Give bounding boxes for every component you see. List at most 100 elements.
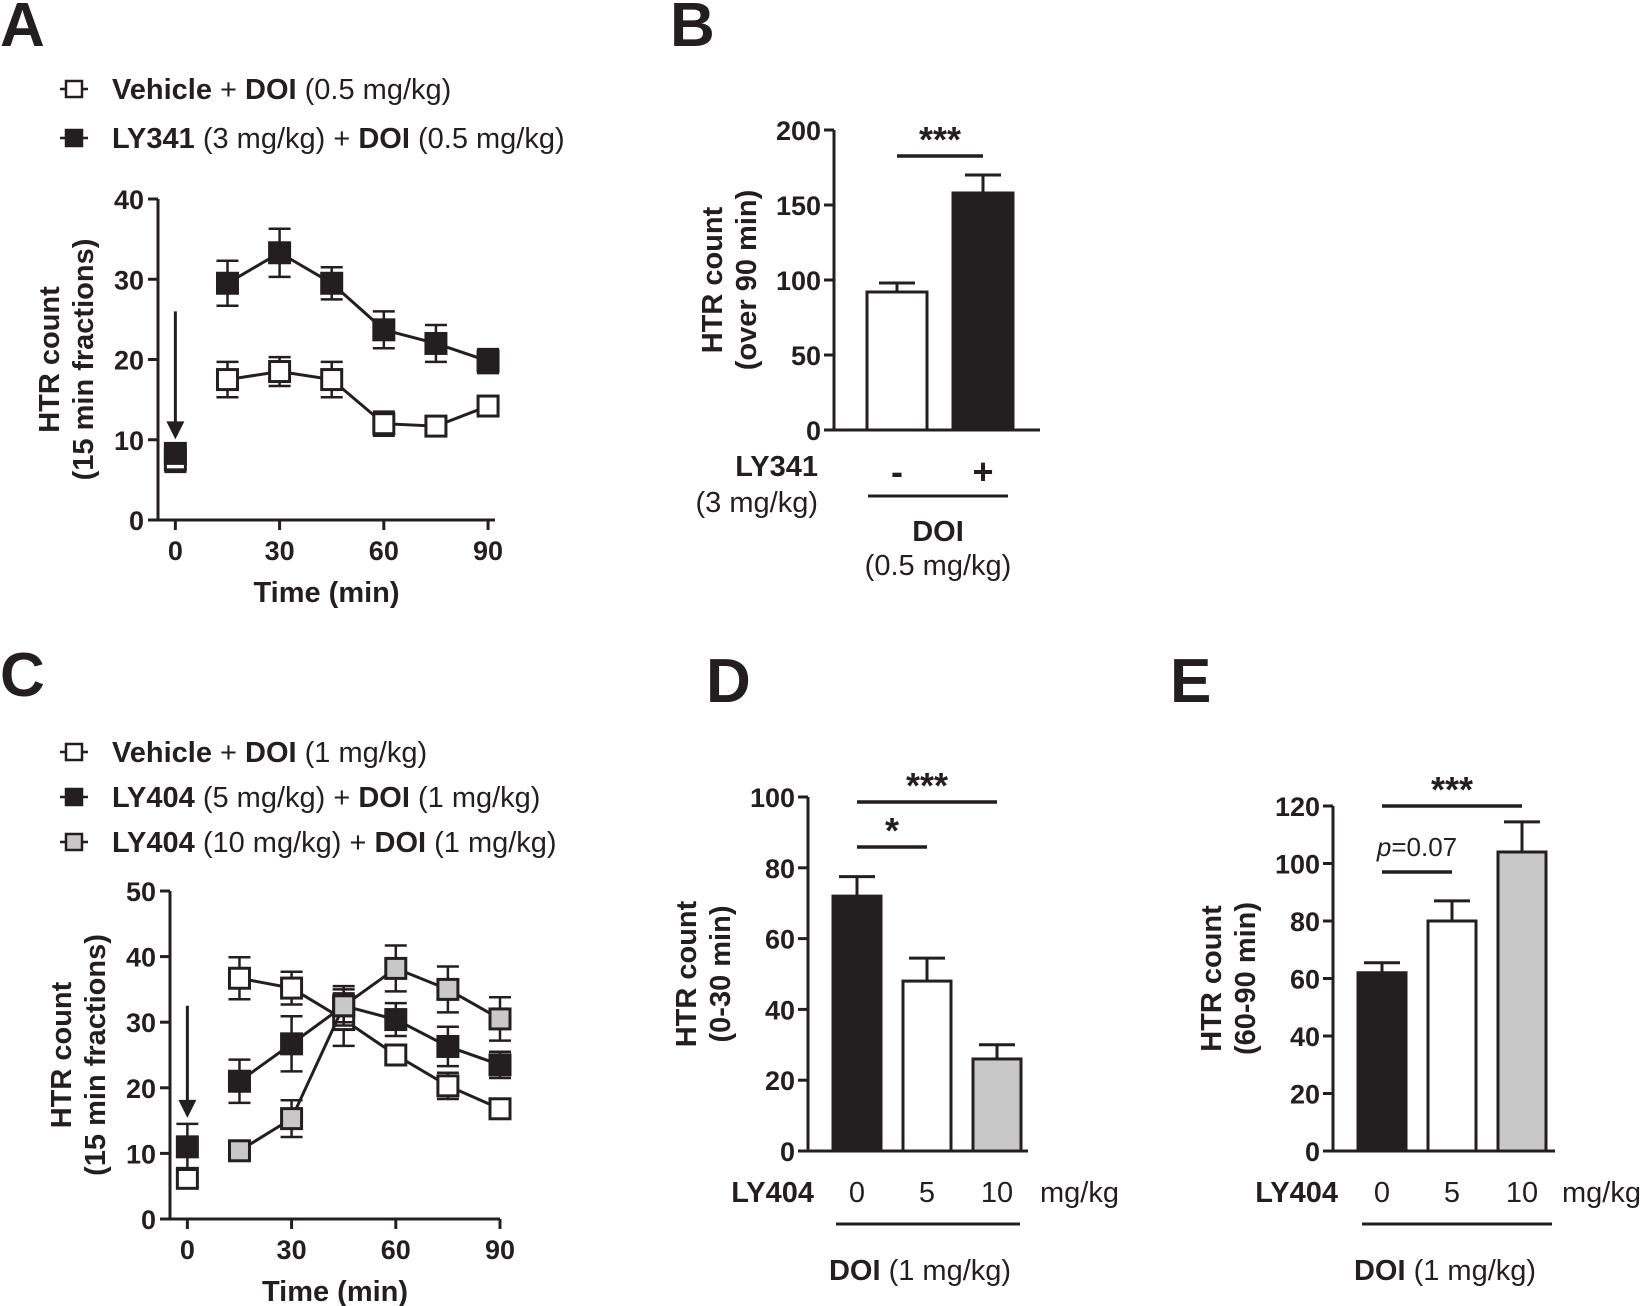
row-label-dose: (3 mg/kg) bbox=[696, 487, 818, 519]
bar-group: 10 bbox=[1496, 820, 1548, 1209]
group-label: DOI bbox=[912, 516, 964, 548]
axes: 0 10 20 30 40 0 30 60 90 Time (min) HTR count (15 m… bbox=[34, 185, 503, 609]
panel-letter-e: E bbox=[1170, 647, 1211, 716]
bar bbox=[951, 191, 1015, 432]
y-tick-label: 10 bbox=[126, 1139, 156, 1169]
unit-label: mg/kg bbox=[1040, 1177, 1119, 1209]
y-axis-label-line: (15 min fractions) bbox=[80, 934, 112, 1176]
group-label-run: DOI bbox=[829, 1255, 881, 1287]
legend-item-ly341: LY341 (3 mg/kg) + DOI (0.5 mg/kg) bbox=[60, 123, 565, 155]
legend-square-icon bbox=[64, 128, 84, 148]
down-arrow-icon bbox=[166, 311, 185, 440]
legend-label-ly404_10-run: (1 mg/kg) bbox=[426, 827, 557, 859]
x-category-label: 5 bbox=[919, 1177, 935, 1209]
y-tick-label: 0 bbox=[129, 506, 144, 536]
data-point bbox=[436, 977, 460, 1001]
significance-marker: *** bbox=[897, 119, 983, 160]
axes: 0 20 40 60 80 100 120 HTR count (60-90 min) bbox=[1196, 792, 1555, 1167]
group-label-run: DOI bbox=[1354, 1255, 1406, 1287]
y-tick-label: 50 bbox=[126, 877, 156, 907]
data-point bbox=[175, 1135, 199, 1159]
panel-c: Vehicle + DOI (1 mg/kg) LY404 (5 mg/kg) +… bbox=[46, 737, 557, 1306]
significance-marker: *** bbox=[1382, 769, 1522, 810]
data-point bbox=[175, 1166, 199, 1190]
legend-label-ly341-run: LY341 bbox=[112, 123, 195, 155]
y-axis-label-line: HTR count bbox=[697, 206, 729, 353]
axes: 0 20 40 60 80 100 HTR count (0-30 min) bbox=[671, 783, 1028, 1167]
series-ly404_10 bbox=[227, 944, 512, 1163]
down-arrow-icon bbox=[178, 1005, 197, 1118]
data-point bbox=[384, 1008, 408, 1032]
legend-label-vehicle-run: DOI bbox=[245, 74, 297, 106]
significance-label: *** bbox=[1431, 769, 1473, 810]
y-tick-label: 30 bbox=[126, 1008, 156, 1038]
legend-label-ly341: LY341 (3 mg/kg) + DOI (0.5 mg/kg) bbox=[112, 123, 565, 155]
x-axis-label: Time (min) bbox=[253, 577, 399, 609]
x-tick-label: 0 bbox=[168, 536, 183, 566]
y-axis-label: HTR count (over 90 min) bbox=[697, 190, 763, 371]
legend-label-vehicle-run: Vehicle bbox=[112, 74, 212, 106]
data-point bbox=[215, 271, 239, 295]
legend-label-ly341-run: DOI bbox=[358, 123, 410, 155]
data-point bbox=[372, 318, 396, 342]
y-tick-label: 20 bbox=[114, 346, 144, 376]
group-label-run: (1 mg/kg) bbox=[1406, 1255, 1537, 1287]
significance-label: p=0.07 bbox=[1376, 832, 1457, 862]
y-tick-label: 50 bbox=[791, 341, 821, 371]
group-label: DOI (1 mg/kg) bbox=[1354, 1255, 1536, 1287]
data-point bbox=[384, 1043, 408, 1067]
data-point bbox=[320, 368, 344, 392]
data-point bbox=[227, 966, 251, 990]
legend-label-ly404_10-run: LY404 bbox=[112, 827, 195, 859]
bar-group: 10 bbox=[971, 1043, 1023, 1209]
significance-label: *** bbox=[919, 119, 961, 160]
data-point bbox=[332, 994, 356, 1018]
x-category-label: + bbox=[972, 451, 993, 492]
series-ly404_5 bbox=[175, 988, 512, 1172]
legend-label-ly341-run: (0.5 mg/kg) bbox=[410, 123, 565, 155]
y-tick-label: 100 bbox=[776, 266, 821, 296]
y-tick-label: 40 bbox=[765, 995, 795, 1025]
y-tick-label: 120 bbox=[1275, 792, 1320, 822]
legend-square-icon bbox=[64, 832, 84, 852]
y-tick-label: 20 bbox=[126, 1074, 156, 1104]
significance-label-run: p bbox=[1376, 832, 1391, 862]
legend-square-icon bbox=[64, 787, 84, 807]
significance-marker: *** bbox=[857, 765, 997, 806]
legend-label-ly404_10-run: DOI bbox=[375, 827, 427, 859]
legend-label-ly404_10-run: (10 mg/kg) + bbox=[195, 827, 375, 859]
x-category-label: - bbox=[891, 451, 903, 492]
y-tick-label: 150 bbox=[776, 191, 821, 221]
legend-item-vehicle: Vehicle + DOI (1 mg/kg) bbox=[60, 737, 427, 769]
x-tick-label: 90 bbox=[473, 536, 503, 566]
y-tick-label: 80 bbox=[1290, 907, 1320, 937]
data-point bbox=[280, 976, 304, 1000]
group-label-dose: (0.5 mg/kg) bbox=[865, 550, 1012, 582]
series-vehicle bbox=[175, 956, 512, 1190]
y-tick-label: 30 bbox=[114, 265, 144, 295]
x-category-label: 10 bbox=[981, 1177, 1013, 1209]
y-tick-label: 20 bbox=[765, 1066, 795, 1096]
data-point bbox=[488, 1097, 512, 1121]
y-tick-label: 200 bbox=[776, 116, 821, 146]
y-tick-label: 60 bbox=[765, 925, 795, 955]
bar-group: 0 bbox=[831, 875, 883, 1209]
data-point bbox=[424, 331, 448, 355]
axes: 0 10 20 30 40 50 0 30 60 90 Time (min) HTR count (15… bbox=[46, 877, 515, 1306]
y-tick-label: 80 bbox=[765, 854, 795, 884]
y-axis-label: HTR count (15 min fractions) bbox=[34, 239, 100, 481]
arrow-head bbox=[178, 1099, 197, 1118]
group-label-run: (1 mg/kg) bbox=[881, 1255, 1012, 1287]
x-tick-label: 90 bbox=[485, 1235, 515, 1265]
legend-label-ly404_5-run: DOI bbox=[358, 782, 410, 814]
x-category-label: 10 bbox=[1506, 1177, 1538, 1209]
bar-group: 5 bbox=[901, 956, 953, 1209]
significance-label: *** bbox=[906, 765, 948, 806]
legend-item-ly404_5: LY404 (5 mg/kg) + DOI (1 mg/kg) bbox=[60, 782, 540, 814]
group-label: DOI (1 mg/kg) bbox=[829, 1255, 1011, 1287]
y-tick-label: 100 bbox=[1275, 850, 1320, 880]
x-tick-label: 0 bbox=[180, 1235, 195, 1265]
series-line bbox=[226, 251, 489, 363]
y-axis-label: HTR count (15 min fractions) bbox=[46, 934, 112, 1176]
panel-b: 0 50 100 150 200 HTR count (over 90 min) - + *** L… bbox=[696, 116, 1040, 582]
